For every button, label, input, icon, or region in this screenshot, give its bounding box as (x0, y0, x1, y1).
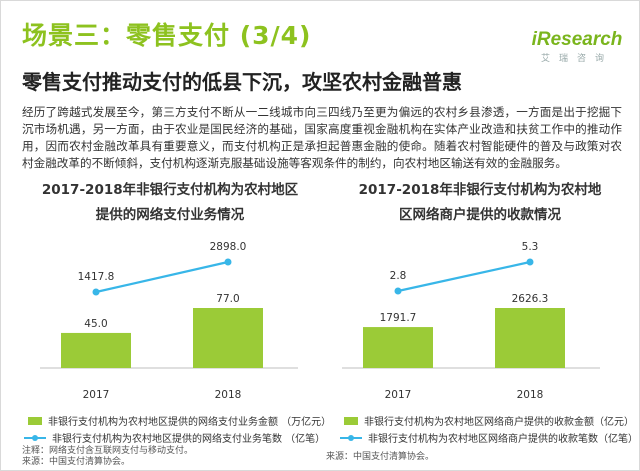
chart2-legend-bar-swatch (344, 416, 358, 425)
chart2-title: 2017-2018年非银行支付机构为农村地 区网络商户提供的收款情况 (330, 178, 630, 228)
chart2-line-label-2017: 2.8 (390, 270, 407, 282)
chart2-x-tick-2017: 2017 (385, 389, 412, 401)
chart2-title-line1: 2017-2018年非银行支付机构为农村地 (358, 182, 602, 198)
chart2-bar-label-2017: 1791.7 (380, 312, 417, 324)
chart2-bar-2017 (363, 327, 433, 368)
chart1-x-tick-2017: 2017 (83, 389, 110, 401)
chart2-line-series (397, 260, 531, 293)
chart2-bar-2018 (495, 308, 565, 368)
chart2-title-line2: 区网络商户提供的收款情况 (399, 207, 561, 223)
chart1-bar-label-2017: 45.0 (84, 318, 107, 330)
page-title: 场景三：零售支付 (3/4) (22, 21, 312, 50)
logo-main-text: iResearch (531, 29, 623, 50)
chart1-legend-bar-label: 非银行支付机构为农村地区提供的网络支付业务金额 （万亿元） (48, 417, 332, 428)
chart1-legend-bar-swatch (28, 416, 42, 425)
logo-sub-text: 艾瑞咨询 (540, 54, 613, 64)
chart2-x-tick-2018: 2018 (517, 389, 544, 401)
chart1-legend-line: 非银行支付机构为农村地区提供的网络支付业务笔数 （亿笔） (24, 430, 325, 445)
chart1-note-line1: 注释：网络支付含互联网支付与移动支付。 (22, 446, 194, 456)
chart2-note-line1: 来源：中国支付清算协会。 (326, 452, 435, 462)
chart2-legend-line: 非银行支付机构为农村地区网络商户提供的收款笔数（亿笔） (340, 430, 638, 445)
chart1-line-point-2018 (224, 258, 232, 266)
chart1-legend-bar: 非银行支付机构为农村地区提供的网络支付业务金额 （万亿元） (28, 413, 331, 428)
chart1-x-tick-2018: 2018 (215, 389, 242, 401)
chart2-legend-line-swatch (340, 434, 362, 442)
chart1-legend-line-label: 非银行支付机构为农村地区提供的网络支付业务笔数 （亿笔） (52, 434, 326, 445)
chart1-line-series (95, 260, 229, 294)
chart2-legend-bar-label: 非银行支付机构为农村地区网络商户提供的收款金额（亿元） (364, 417, 634, 428)
chart1-line-point-2017 (92, 288, 100, 296)
chart1-note: 注释：网络支付含互联网支付与移动支付。 来源：中国支付清算协会。 (22, 446, 193, 468)
chart1-bar-label-2018: 77.0 (216, 293, 239, 305)
chart1-line-label-2017: 1417.8 (78, 271, 115, 283)
intro-paragraph: 经历了跨越式发展至今，第三方支付不断从一二线城市向三四线乃至更为偏远的农村乡县渗… (22, 105, 622, 170)
chart1-line-label-2018: 2898.0 (210, 241, 247, 253)
chart1-title-line1: 2017-2018年非银行支付机构为农村地区 (41, 182, 299, 198)
chart1-title-line2: 提供的网络支付业务情况 (95, 207, 245, 223)
chart2-note: 来源：中国支付清算协会。 (326, 452, 434, 463)
chart2-line-label-2018: 5.3 (522, 241, 539, 253)
chart2-legend-bar: 非银行支付机构为农村地区网络商户提供的收款金额（亿元） (344, 413, 634, 428)
chart2-legend-line-label: 非银行支付机构为农村地区网络商户提供的收款笔数（亿笔） (368, 434, 638, 445)
iresearch-logo: iResearch 艾瑞咨询 (526, 29, 628, 65)
page-subtitle: 零售支付推动支付的低县下沉，攻坚农村金融普惠 (22, 70, 462, 94)
chart1-bar-2017 (61, 332, 131, 368)
chart2-line-point-2018 (526, 258, 534, 266)
chart2-line-point-2017 (394, 287, 402, 295)
chart1-title: 2017-2018年非银行支付机构为农村地区 提供的网络支付业务情况 (20, 178, 320, 228)
chart2-bar-label-2018: 2626.3 (512, 293, 549, 305)
chart1-legend-line-swatch (24, 434, 46, 442)
chart1-note-line2: 来源：中国支付清算协会。 (22, 457, 131, 467)
chart1-bar-2018 (193, 308, 263, 368)
